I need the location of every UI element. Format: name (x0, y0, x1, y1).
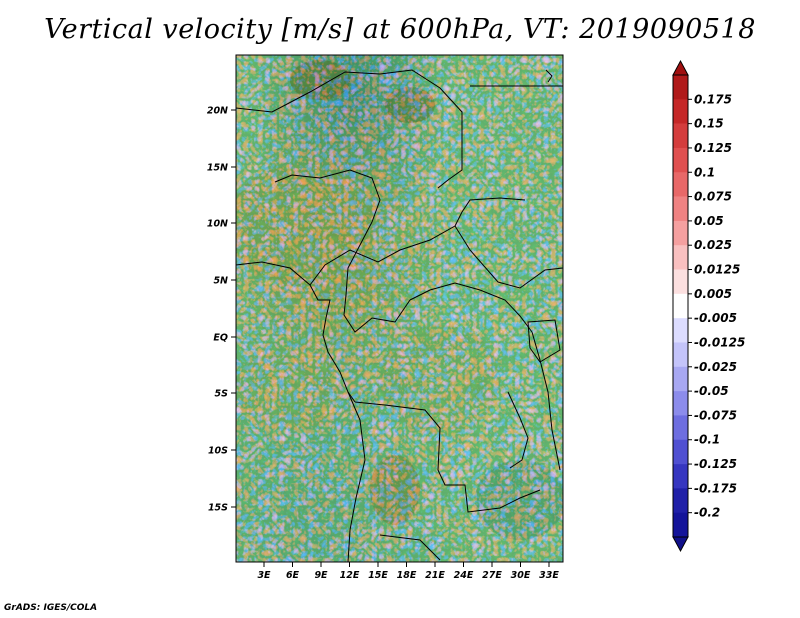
colorbar-label: -0.025 (694, 360, 737, 374)
colorbar-top-arrow (672, 59, 689, 76)
lon-label: 12E (340, 570, 360, 581)
colorbar-label: -0.05 (694, 384, 729, 398)
colorbar-segment (673, 293, 688, 319)
colorbar: 0.175 0.15 0.125 0.1 0.075 0.05 0.025 0.0125 0.0… (672, 59, 745, 553)
lon-label: 18E (397, 570, 417, 581)
colorbar-segment (673, 391, 688, 416)
map-frame (235, 54, 564, 563)
colorbar-segment (673, 269, 688, 295)
colorbar-segment (673, 147, 688, 173)
colorbar-segment (673, 464, 688, 489)
lon-label: 9E (314, 570, 328, 581)
lon-label: 21E (425, 570, 445, 581)
lat-label: EQ (213, 333, 228, 344)
colorbar-segment (673, 366, 688, 392)
colorbar-label: -0.075 (694, 408, 737, 422)
lon-label: 30E (511, 570, 531, 581)
colorbar-label: 0.05 (694, 214, 724, 228)
colorbar-segment (673, 172, 688, 197)
colorbar-segment (673, 75, 688, 100)
colorbar-segment (673, 512, 688, 538)
vertical-velocity-field (236, 55, 563, 562)
chart-title: Vertical velocity [m/s] at 600hPa, VT: 2… (44, 14, 756, 45)
colorbar-segment (673, 318, 688, 343)
colorbar-segment (673, 245, 688, 270)
colorbar-segment (673, 488, 688, 513)
colorbar-label: -0.2 (694, 506, 720, 520)
colorbar-segment (673, 342, 688, 368)
colorbar-label: -0.005 (694, 311, 737, 325)
colorbar-segment (673, 415, 688, 441)
colorbar-label: -0.0125 (694, 335, 745, 349)
country-borders (236, 69, 563, 562)
colorbar-label: 0.125 (694, 141, 732, 155)
lon-label: 27E (482, 570, 502, 581)
colorbar-segment (673, 123, 688, 149)
colorbar-label: 0.025 (694, 238, 732, 252)
colorbar-label: 0.0125 (694, 263, 740, 277)
colorbar-segment (673, 196, 688, 222)
colorbar-label: 0.005 (694, 287, 732, 301)
lat-label: 5S (215, 389, 229, 400)
latitude-axis: 20N 15N 10N 5N EQ 5S 10S 15S (207, 106, 236, 514)
lon-label: 15E (368, 570, 388, 581)
colorbar-label: 0.175 (694, 92, 732, 106)
lon-label: 3E (257, 570, 271, 581)
lat-label: 5N (213, 276, 228, 287)
longitude-axis: 3E 6E 9E 12E 15E 18E 21E 24E 27E 30E 33E (257, 562, 559, 581)
colorbar-segment (673, 99, 688, 124)
colorbar-label: -0.175 (694, 481, 737, 495)
colorbar-segment (673, 439, 688, 465)
lat-label: 15S (208, 503, 228, 514)
lon-label: 24E (454, 570, 474, 581)
lat-label: 15N (207, 163, 228, 174)
grads-credit: GrADS: IGES/COLA (4, 603, 98, 613)
colorbar-frame (672, 74, 689, 538)
lat-label: 10S (208, 446, 228, 457)
lat-label: 10N (207, 219, 228, 230)
lat-label: 20N (207, 106, 228, 117)
colorbar-label: 0.1 (694, 165, 715, 179)
colorbar-label: 0.15 (694, 117, 724, 131)
colorbar-segment (673, 220, 688, 246)
colorbar-label: -0.125 (694, 457, 737, 471)
colorbar-bottom-arrow (672, 536, 689, 553)
lon-label: 6E (286, 570, 300, 581)
lon-label: 33E (539, 570, 559, 581)
colorbar-label: -0.1 (694, 433, 720, 447)
colorbar-label: 0.075 (694, 190, 732, 204)
